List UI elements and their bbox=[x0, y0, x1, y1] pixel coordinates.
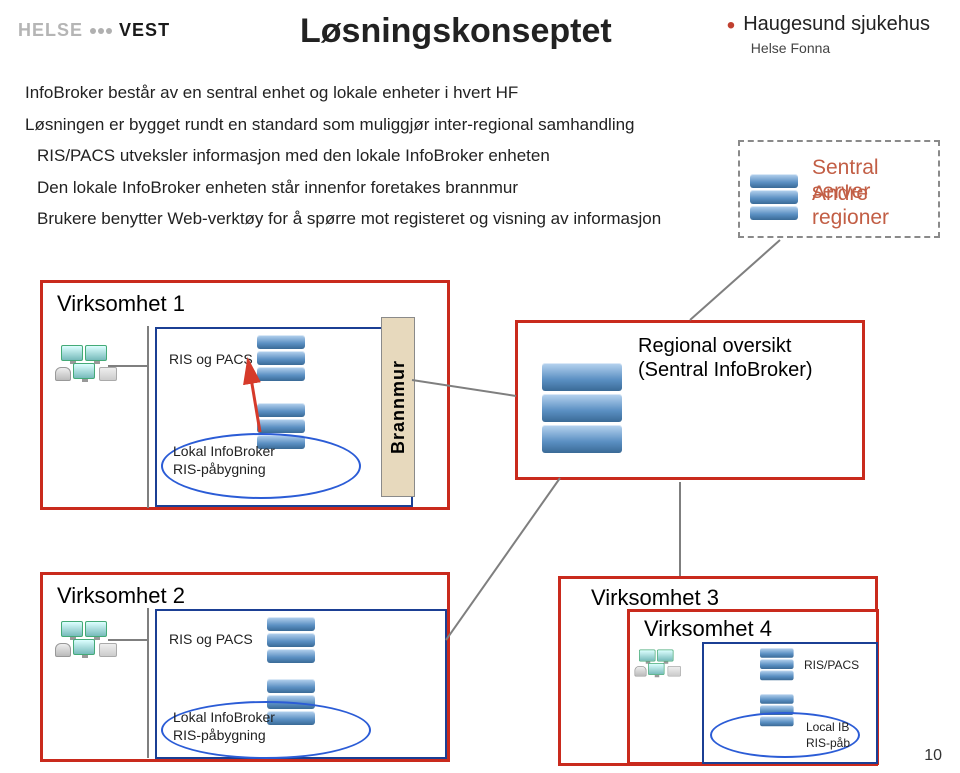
brannmur-bar: Brannmur bbox=[381, 317, 415, 497]
haugesund-line1: Haugesund sjukehus bbox=[743, 13, 930, 35]
virksomhet1-box: Virksomhet 1 RIS og PACS Lokal InfoBroke… bbox=[40, 280, 450, 510]
haugesund-bullet-icon: • bbox=[727, 12, 735, 39]
v1-rispacs-label: RIS og PACS bbox=[169, 351, 253, 367]
regional-line2: (Sentral InfoBroker) bbox=[638, 359, 813, 382]
bullet-3: RIS/PACS utveksler informasjon med den l… bbox=[37, 143, 715, 169]
v2-workstations-icon bbox=[57, 619, 121, 665]
virksomhet1-title: Virksomhet 1 bbox=[57, 291, 185, 317]
v4-title: Virksomhet 4 bbox=[644, 616, 772, 642]
virksomhet2-box: Virksomhet 2 RIS og PACS Lokal InfoBroke… bbox=[40, 572, 450, 762]
v4-ws-icon bbox=[636, 648, 684, 683]
v1-lokalib-label: Lokal InfoBroker bbox=[173, 443, 275, 459]
v2-lokalib-label: Lokal InfoBroker bbox=[173, 709, 275, 725]
regional-box: Regional oversikt (Sentral InfoBroker) bbox=[515, 320, 865, 480]
bullet-5: Brukere benytter Web-verktøy for å spørr… bbox=[37, 206, 715, 232]
brannmur-label: Brannmur bbox=[388, 360, 409, 454]
v2-server-top bbox=[267, 617, 315, 665]
page-title: Løsningskonseptet bbox=[300, 12, 612, 51]
v4-rispacs-label: RIS/PACS bbox=[804, 658, 859, 672]
regional-server-icon bbox=[542, 363, 622, 456]
logo-helse-text: HELSE bbox=[18, 20, 83, 40]
v2-rispacs-label: RIS og PACS bbox=[169, 631, 253, 647]
sentral-server-icon bbox=[750, 174, 798, 222]
v3-title: Virksomhet 3 bbox=[591, 585, 719, 611]
logo-haugesund: • Haugesund sjukehus Helse Fonna bbox=[727, 12, 930, 56]
v1-server-top bbox=[257, 335, 305, 383]
v4-server-top bbox=[760, 648, 794, 682]
v2-rispaa-label: RIS-påbygning bbox=[173, 727, 266, 743]
haugesund-line2: Helse Fonna bbox=[751, 40, 930, 56]
v4-ellipse bbox=[710, 712, 860, 758]
v1-rispaa-label: RIS-påbygning bbox=[173, 461, 266, 477]
workstations-icon bbox=[57, 343, 121, 389]
logo-vest-text: VEST bbox=[119, 20, 170, 40]
bullet-2: Løsningen er bygget rundt en standard so… bbox=[25, 112, 715, 138]
v4-localib-label: Local IB bbox=[806, 720, 849, 734]
page-number: 10 bbox=[924, 747, 942, 765]
v2-title: Virksomhet 2 bbox=[57, 583, 185, 609]
logo-helse-vest: HELSE VEST bbox=[18, 20, 170, 41]
bullet-1: InfoBroker består av en sentral enhet og… bbox=[25, 80, 715, 106]
virksomhet4-box: Virksomhet 4 RIS/PACS Local IB RIS-påb bbox=[627, 609, 879, 765]
bullet-4: Den lokale InfoBroker enheten står innen… bbox=[37, 175, 715, 201]
bullet-list: InfoBroker består av en sentral enhet og… bbox=[25, 80, 715, 238]
virksomhet3-box: Virksomhet 3 Virksomhet 4 RIS/PACS Local… bbox=[558, 576, 878, 766]
sentral-line2: Andre regioner bbox=[812, 182, 938, 230]
regional-line1: Regional oversikt bbox=[638, 335, 791, 358]
v4-rispaa-label: RIS-påb bbox=[806, 736, 850, 750]
sentral-server-box: Sentral server Andre regioner bbox=[738, 140, 940, 238]
